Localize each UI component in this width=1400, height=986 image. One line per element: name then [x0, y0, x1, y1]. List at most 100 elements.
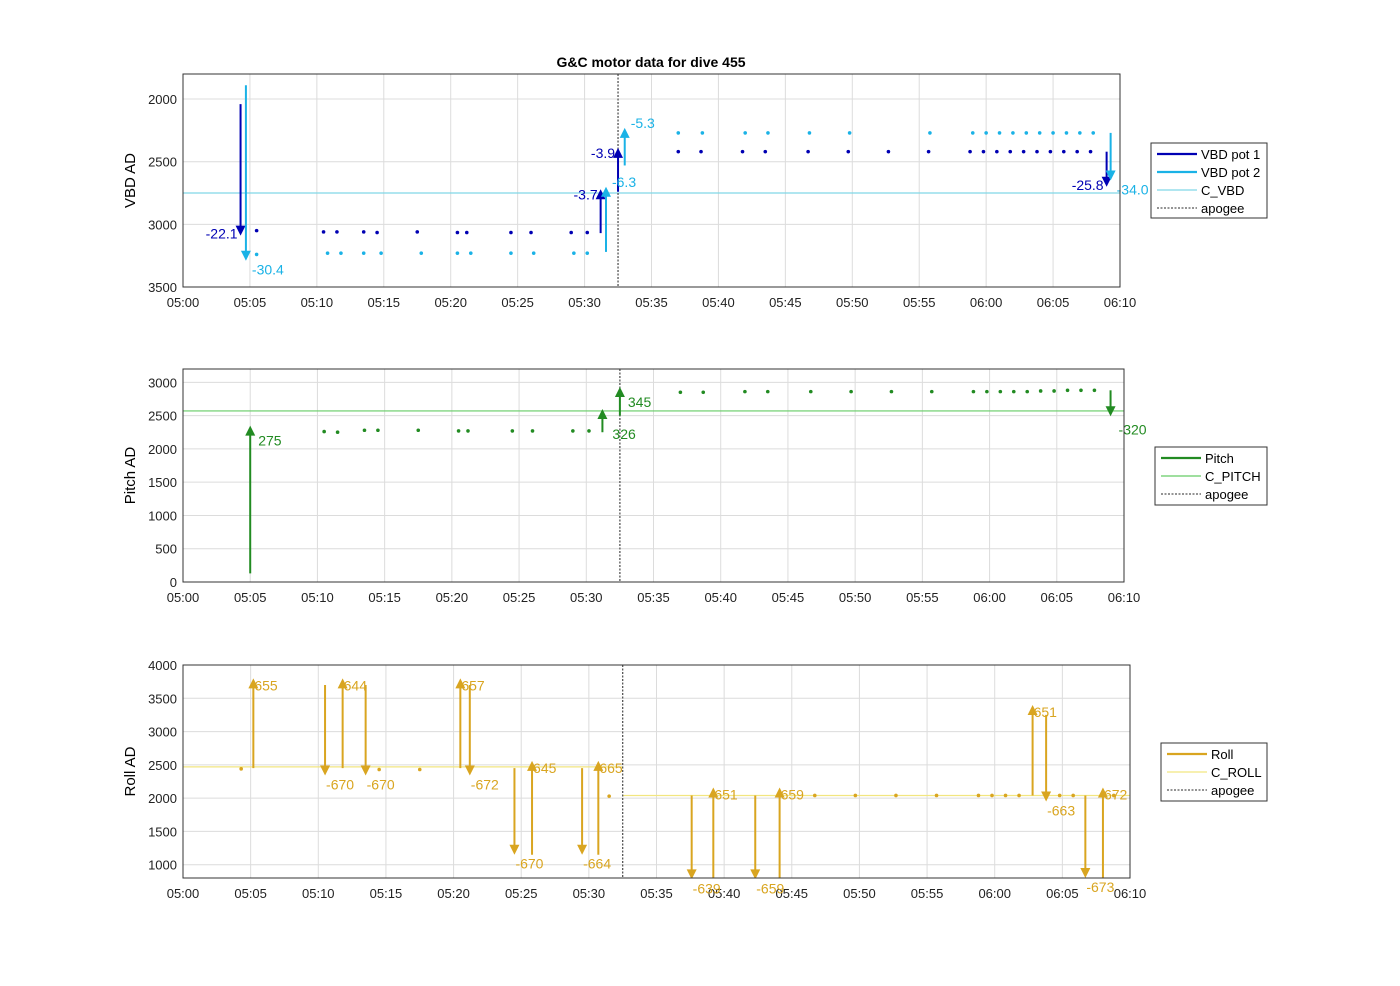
- y-tick-label: 1500: [148, 824, 177, 839]
- data-point: [928, 131, 932, 135]
- data-point: [1078, 131, 1082, 135]
- data-point: [572, 251, 576, 255]
- y-axis-label: Pitch AD: [122, 447, 139, 505]
- move-label: -34.0: [1117, 182, 1149, 198]
- move-label: -25.8: [1072, 177, 1104, 193]
- move-arrowhead: [1097, 787, 1108, 798]
- move-label: -673: [1086, 879, 1114, 895]
- x-tick-label: 05:55: [903, 295, 936, 310]
- move-arrowhead: [248, 678, 259, 689]
- move-label: -663: [1047, 802, 1075, 818]
- x-tick-label: 05:00: [167, 590, 200, 605]
- data-point: [806, 149, 810, 154]
- data-point: [335, 230, 339, 234]
- x-tick-label: 05:45: [772, 590, 805, 605]
- x-tick-label: 05:50: [843, 886, 876, 901]
- legend-label: VBD pot 2: [1201, 165, 1260, 180]
- x-tick-label: 05:15: [368, 590, 401, 605]
- data-point: [1037, 131, 1042, 135]
- data-point: [1052, 389, 1056, 393]
- x-tick-label: 05:25: [501, 295, 534, 310]
- data-point: [455, 230, 460, 235]
- move-arrowhead: [1027, 704, 1038, 715]
- data-point: [1051, 131, 1055, 135]
- move-label: 645: [533, 760, 557, 776]
- data-point: [1035, 149, 1039, 154]
- move-arrowhead: [595, 189, 606, 200]
- data-point: [1025, 389, 1030, 394]
- data-point: [981, 149, 986, 154]
- move-arrowhead: [597, 408, 608, 419]
- move-label: 644: [344, 677, 368, 693]
- x-tick-label: 05:20: [437, 886, 470, 901]
- move-label: -5.3: [631, 115, 655, 131]
- x-tick-label: 05:10: [302, 886, 335, 901]
- x-tick-label: 05:45: [776, 886, 809, 901]
- x-tick-label: 06:10: [1104, 295, 1137, 310]
- move-label: -6.3: [612, 174, 636, 190]
- data-point: [1024, 131, 1029, 135]
- move-arrowhead: [337, 678, 348, 689]
- data-point: [853, 793, 858, 798]
- data-point: [971, 389, 976, 394]
- panel-1: 05:00 05:05 05:10 05:15 05:20 05:25 05:30 05:35…: [122, 73, 1268, 310]
- panel-2: 05:00 05:05 05:10 05:15 05:20 05:25 05:30 05:35…: [122, 368, 1268, 605]
- y-tick-label: 3000: [148, 217, 177, 232]
- data-point: [362, 428, 367, 433]
- data-point: [339, 251, 343, 255]
- move-label: -22.1: [206, 226, 238, 242]
- data-point: [254, 252, 259, 257]
- legend-label: Pitch: [1205, 451, 1234, 466]
- data-point: [531, 251, 536, 255]
- data-point: [743, 389, 747, 394]
- move-arrowhead: [614, 386, 625, 397]
- legend-label: apogee: [1211, 783, 1254, 798]
- data-point: [678, 390, 683, 395]
- move-arrowhead: [1105, 170, 1116, 181]
- data-point: [1111, 793, 1116, 798]
- data-point: [375, 230, 379, 235]
- x-tick-label: 05:40: [702, 295, 735, 310]
- y-tick-label: 1000: [148, 508, 177, 523]
- data-point: [812, 793, 817, 798]
- move-arrowhead: [708, 787, 719, 798]
- data-point: [743, 131, 747, 135]
- move-label: 659: [781, 786, 805, 802]
- x-tick-label: 05:00: [167, 295, 200, 310]
- data-point: [239, 767, 243, 771]
- legend-label: C_VBD: [1201, 183, 1244, 198]
- data-point: [1065, 388, 1070, 393]
- y-tick-label: 4000: [148, 658, 177, 673]
- move-label: 655: [254, 677, 278, 693]
- move-arrowhead: [509, 844, 520, 855]
- y-tick-label: 2000: [148, 791, 177, 806]
- data-point: [377, 767, 381, 772]
- move-arrowhead: [613, 147, 624, 158]
- y-tick-label: 2000: [148, 92, 177, 107]
- data-point: [929, 389, 934, 394]
- data-point: [325, 251, 330, 255]
- data-point: [1048, 149, 1053, 154]
- data-point: [847, 131, 852, 135]
- data-point: [846, 149, 851, 154]
- y-tick-label: 500: [155, 542, 177, 557]
- data-point: [1088, 149, 1093, 154]
- data-point: [607, 794, 611, 798]
- move-label: -3.9: [591, 145, 615, 161]
- data-point: [1038, 389, 1043, 393]
- x-tick-label: 05:05: [234, 590, 267, 605]
- x-tick-label: 05:35: [637, 590, 670, 605]
- x-tick-label: 05:30: [570, 590, 603, 605]
- data-point: [934, 793, 939, 798]
- move-label: -670: [326, 776, 354, 792]
- move-arrowhead: [619, 127, 630, 138]
- y-tick-label: 2000: [148, 442, 177, 457]
- x-tick-label: 06:10: [1108, 590, 1141, 605]
- x-tick-label: 05:45: [769, 295, 802, 310]
- x-tick-label: 06:05: [1046, 886, 1079, 901]
- x-tick-label: 05:20: [434, 295, 467, 310]
- data-point: [1079, 388, 1083, 393]
- legend-label: C_PITCH: [1205, 469, 1261, 484]
